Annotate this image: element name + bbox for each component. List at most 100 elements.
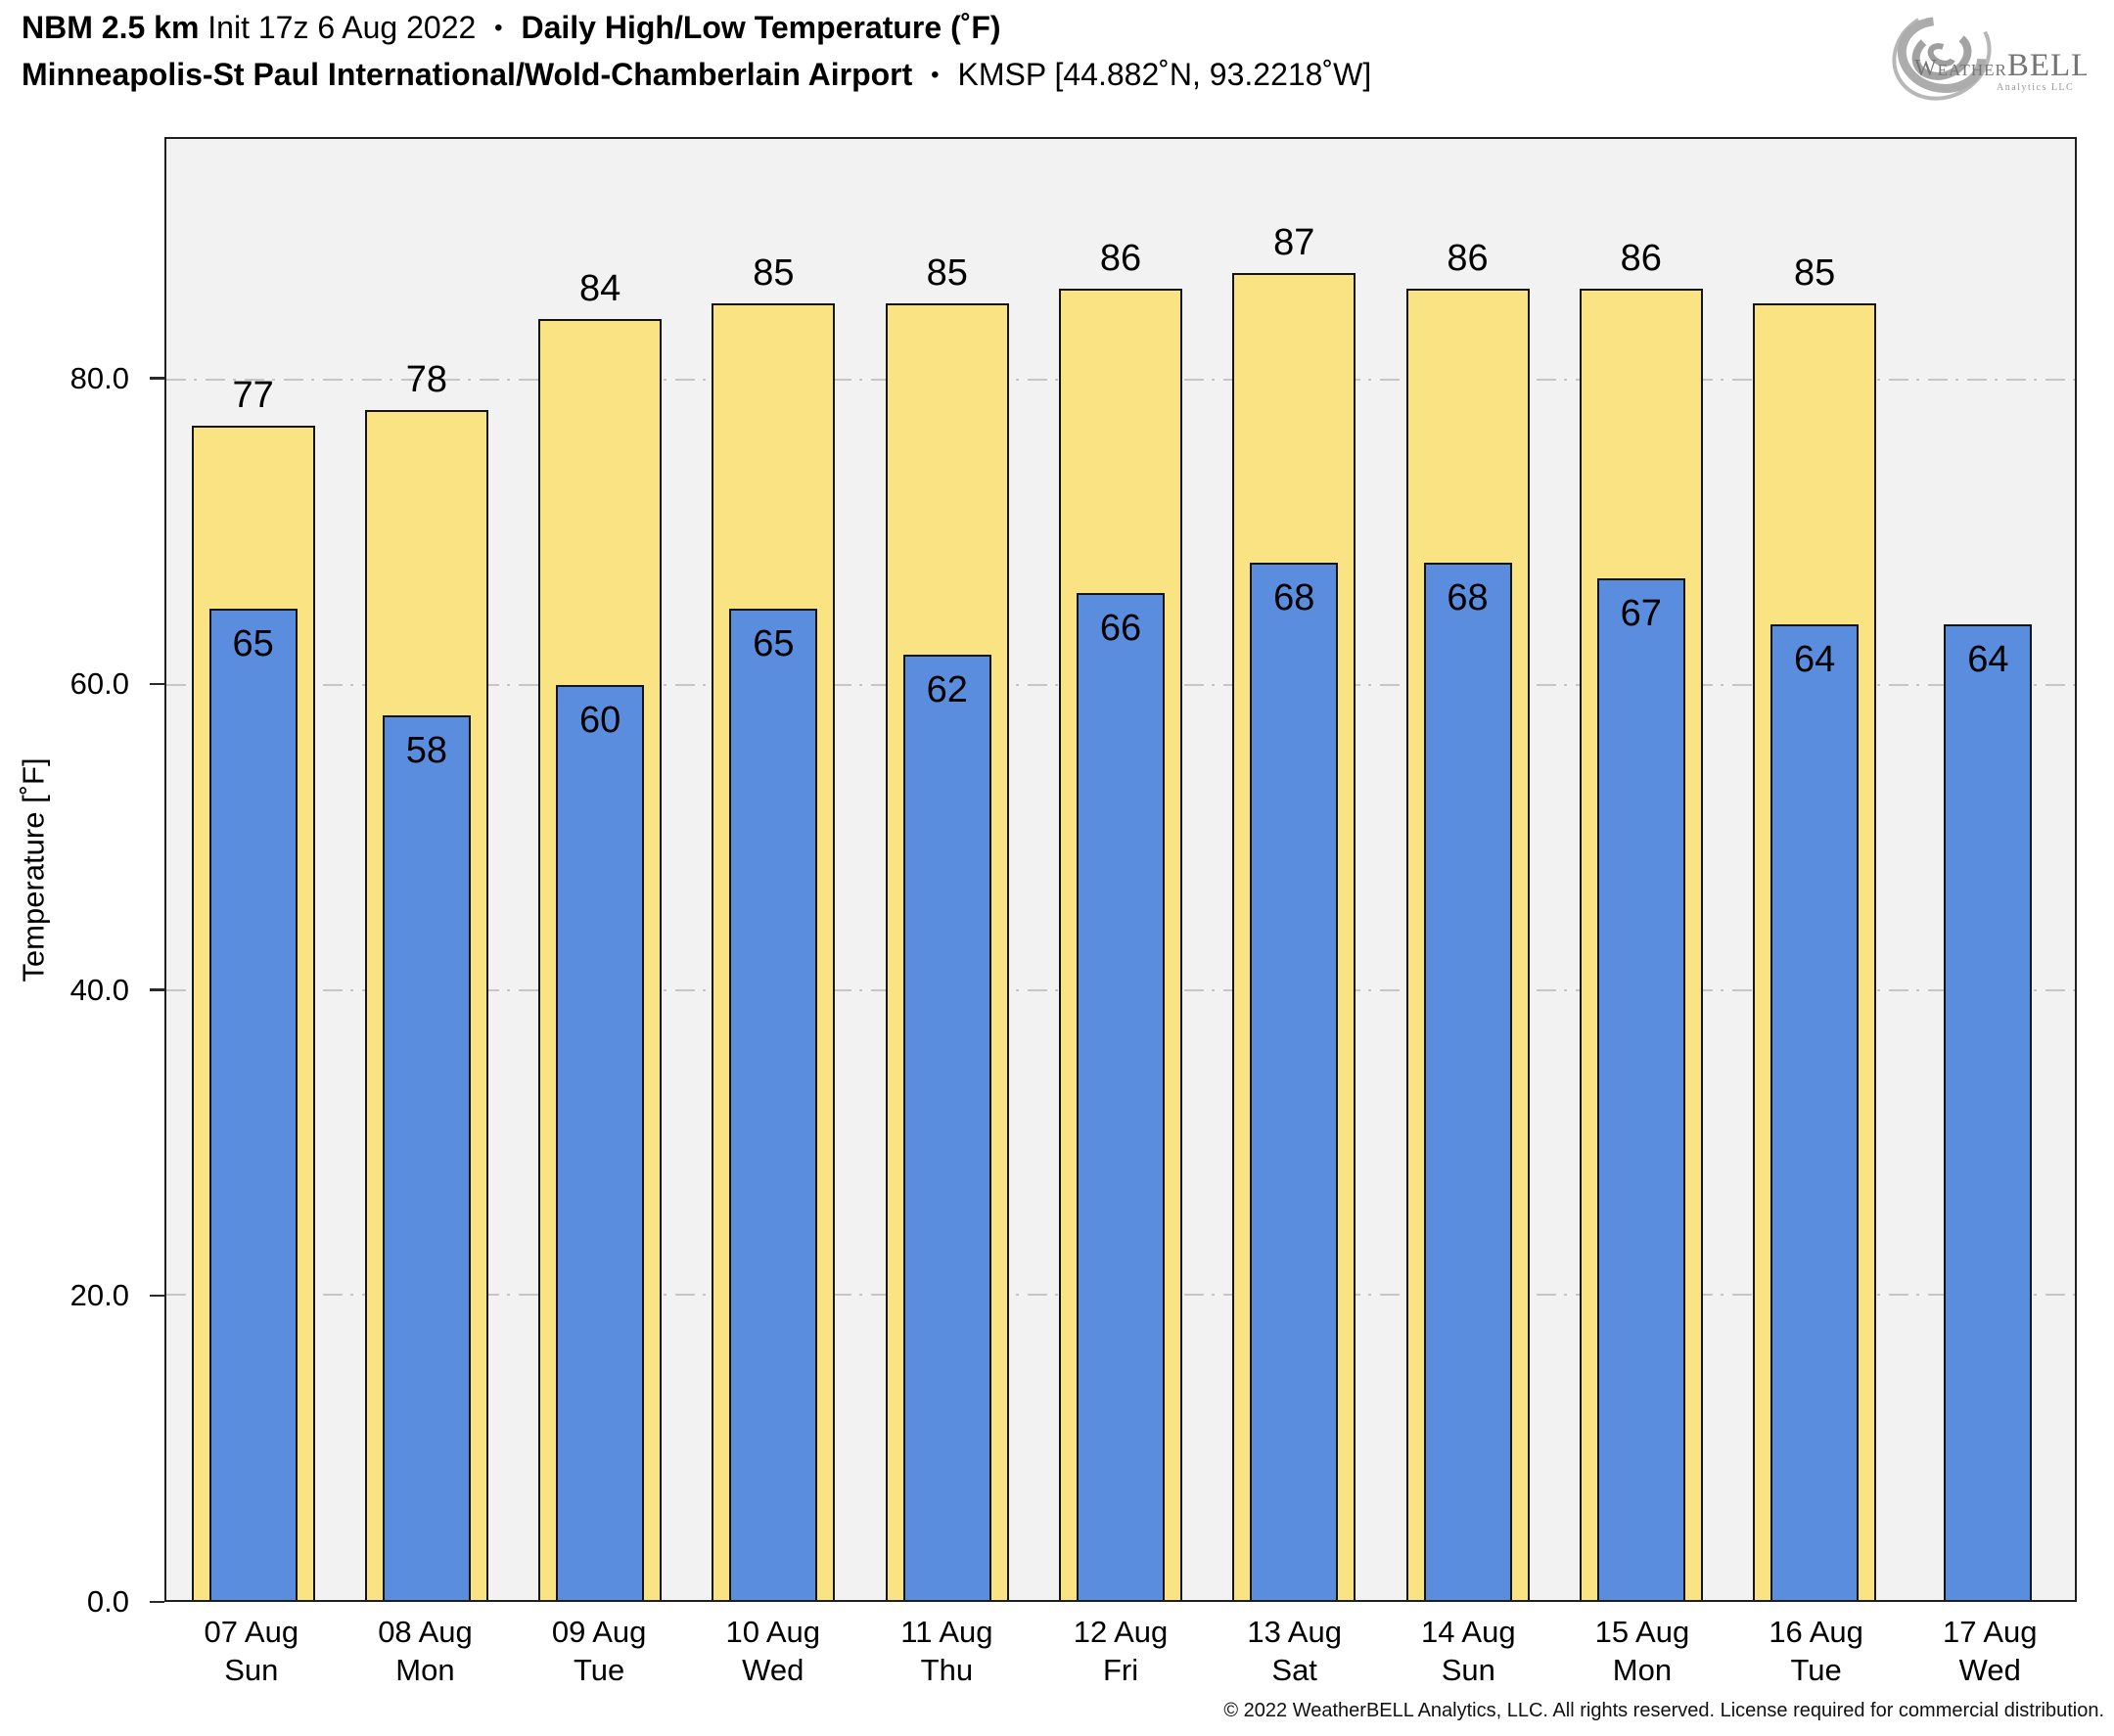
x-tick-weekday: Sun bbox=[224, 1653, 279, 1687]
low-bar bbox=[1423, 563, 1512, 1600]
x-tick-weekday: Wed bbox=[742, 1653, 804, 1687]
x-tick-weekday: Fri bbox=[1102, 1653, 1139, 1687]
logo-text-analytics: Analytics LLC bbox=[1997, 82, 2074, 93]
x-tick-label: 14 Aug Sun bbox=[1381, 1613, 1555, 1689]
x-tick-weekday: Mon bbox=[1612, 1653, 1673, 1687]
day-slot: 85 62 bbox=[860, 139, 1034, 1600]
low-value-label: 60 bbox=[579, 699, 621, 741]
copyright-notice: © 2022 WeatherBELL Analytics, LLC. All r… bbox=[1223, 1700, 2104, 1721]
low-value-label: 64 bbox=[1793, 638, 1836, 680]
day-slot: 84 60 bbox=[514, 139, 687, 1600]
low-bar bbox=[1770, 623, 1860, 1600]
y-tick-label: 20.0 bbox=[69, 1278, 129, 1313]
hurricane-swirl-icon bbox=[1892, 9, 1992, 101]
station-id: KMSP [44.882˚N, 93.2218˚W] bbox=[957, 57, 1372, 92]
low-bar bbox=[902, 654, 991, 1600]
logo-text-weather: Weather bbox=[1914, 56, 2007, 81]
x-tick-weekday: Sun bbox=[1441, 1653, 1495, 1687]
low-value-label: 62 bbox=[926, 668, 968, 710]
x-tick-label: 12 Aug Fri bbox=[1034, 1613, 1208, 1689]
y-tick-label: 0.0 bbox=[86, 1584, 129, 1619]
low-value-label: 65 bbox=[232, 623, 274, 665]
x-tick-date: 11 Aug bbox=[900, 1615, 993, 1649]
low-value-label: 64 bbox=[1967, 638, 2009, 680]
subtitle-separator: • bbox=[931, 62, 940, 88]
high-value-label: 86 bbox=[1447, 237, 1489, 279]
x-axis: 07 Aug Sun 08 Aug Mon 09 Aug Tue 10 Aug Wed 11 A… bbox=[164, 1613, 2077, 1689]
high-value-label: 85 bbox=[926, 252, 968, 295]
y-tick-label: 60.0 bbox=[69, 666, 129, 702]
weatherbell-logo: WeatherBELL Analytics LLC bbox=[1892, 9, 2087, 101]
day-slot: 86 68 bbox=[1381, 139, 1554, 1600]
station-name: Minneapolis-St Paul International/Wold-C… bbox=[22, 57, 913, 92]
y-tick-mark bbox=[150, 988, 164, 991]
x-tick-label: 09 Aug Tue bbox=[512, 1613, 686, 1689]
init-time: Init 17z 6 Aug 2022 bbox=[207, 10, 477, 45]
product-name: Daily High/Low Temperature (˚F) bbox=[521, 10, 1001, 45]
high-value-label: 87 bbox=[1273, 222, 1315, 264]
x-tick-label: 11 Aug Thu bbox=[860, 1613, 1034, 1689]
x-tick-date: 17 Aug bbox=[1942, 1615, 2038, 1649]
x-tick-label: 16 Aug Tue bbox=[1729, 1613, 1904, 1689]
x-tick-date: 15 Aug bbox=[1594, 1615, 1690, 1649]
day-slot: 85 64 bbox=[1727, 139, 1901, 1600]
x-tick-date: 10 Aug bbox=[725, 1615, 821, 1649]
low-value-label: 65 bbox=[753, 623, 795, 665]
title-separator: • bbox=[494, 15, 503, 41]
x-tick-weekday: Thu bbox=[920, 1653, 974, 1687]
y-tick-mark bbox=[150, 1600, 164, 1603]
high-value-label: 78 bbox=[405, 359, 448, 401]
y-tick-label: 80.0 bbox=[69, 360, 129, 395]
plot-area: 77 65 78 58 84 60 85 65 85 62 86 66 87 68 86 68 86 67 85 64… bbox=[164, 137, 2077, 1602]
high-value-label: 84 bbox=[579, 267, 621, 309]
low-bar bbox=[556, 684, 645, 1600]
low-bar bbox=[382, 715, 471, 1600]
low-bar bbox=[1944, 623, 2033, 1600]
x-tick-weekday: Wed bbox=[1958, 1653, 2021, 1687]
day-slot: 85 65 bbox=[687, 139, 860, 1600]
low-value-label: 68 bbox=[1447, 577, 1489, 619]
low-value-label: 66 bbox=[1099, 608, 1142, 650]
high-value-label: 85 bbox=[753, 252, 795, 295]
day-slot: 86 67 bbox=[1554, 139, 1727, 1600]
x-tick-date: 09 Aug bbox=[551, 1615, 647, 1649]
y-tick-mark bbox=[150, 682, 164, 686]
low-bar bbox=[1076, 593, 1165, 1600]
low-value-label: 58 bbox=[405, 730, 448, 772]
high-value-label: 86 bbox=[1620, 237, 1662, 279]
x-tick-date: 12 Aug bbox=[1073, 1615, 1169, 1649]
model-name: NBM 2.5 km bbox=[22, 10, 200, 45]
x-tick-weekday: Tue bbox=[1790, 1653, 1842, 1687]
x-tick-label: 15 Aug Mon bbox=[1555, 1613, 1729, 1689]
chart-title: NBM 2.5 km Init 17z 6 Aug 2022 • Daily H… bbox=[22, 8, 1001, 48]
x-tick-label: 13 Aug Sat bbox=[1208, 1613, 1382, 1689]
x-tick-weekday: Mon bbox=[395, 1653, 455, 1687]
chart-subtitle: Minneapolis-St Paul International/Wold-C… bbox=[22, 55, 1371, 95]
x-tick-weekday: Sat bbox=[1271, 1653, 1317, 1687]
high-value-label: 86 bbox=[1099, 237, 1142, 279]
day-slot: 87 68 bbox=[1208, 139, 1381, 1600]
y-tick-label: 40.0 bbox=[69, 972, 129, 1007]
x-tick-date: 16 Aug bbox=[1769, 1615, 1863, 1649]
low-bar bbox=[208, 609, 298, 1600]
day-slot: 78 58 bbox=[340, 139, 513, 1600]
low-value-label: 67 bbox=[1620, 592, 1662, 634]
y-tick-mark bbox=[150, 377, 164, 380]
high-value-label: 77 bbox=[232, 375, 274, 416]
y-axis: 0.0 20.0 40.0 60.0 80.0 bbox=[0, 137, 164, 1619]
day-slot: 64 bbox=[1902, 139, 2075, 1600]
x-tick-date: 13 Aug bbox=[1247, 1615, 1342, 1649]
x-tick-label: 08 Aug Mon bbox=[339, 1613, 513, 1689]
high-value-label: 85 bbox=[1793, 252, 1836, 295]
x-tick-date: 08 Aug bbox=[378, 1615, 473, 1649]
svg-text:WeatherBELL: WeatherBELL bbox=[1914, 48, 2087, 83]
low-bar bbox=[729, 609, 818, 1600]
day-slot: 86 66 bbox=[1034, 139, 1207, 1600]
low-value-label: 68 bbox=[1273, 577, 1315, 619]
x-tick-label: 07 Aug Sun bbox=[164, 1613, 339, 1689]
x-tick-weekday: Tue bbox=[573, 1653, 625, 1687]
x-tick-label: 10 Aug Wed bbox=[686, 1613, 860, 1689]
x-tick-date: 14 Aug bbox=[1421, 1615, 1516, 1649]
logo-text-bell: BELL bbox=[2007, 48, 2087, 83]
